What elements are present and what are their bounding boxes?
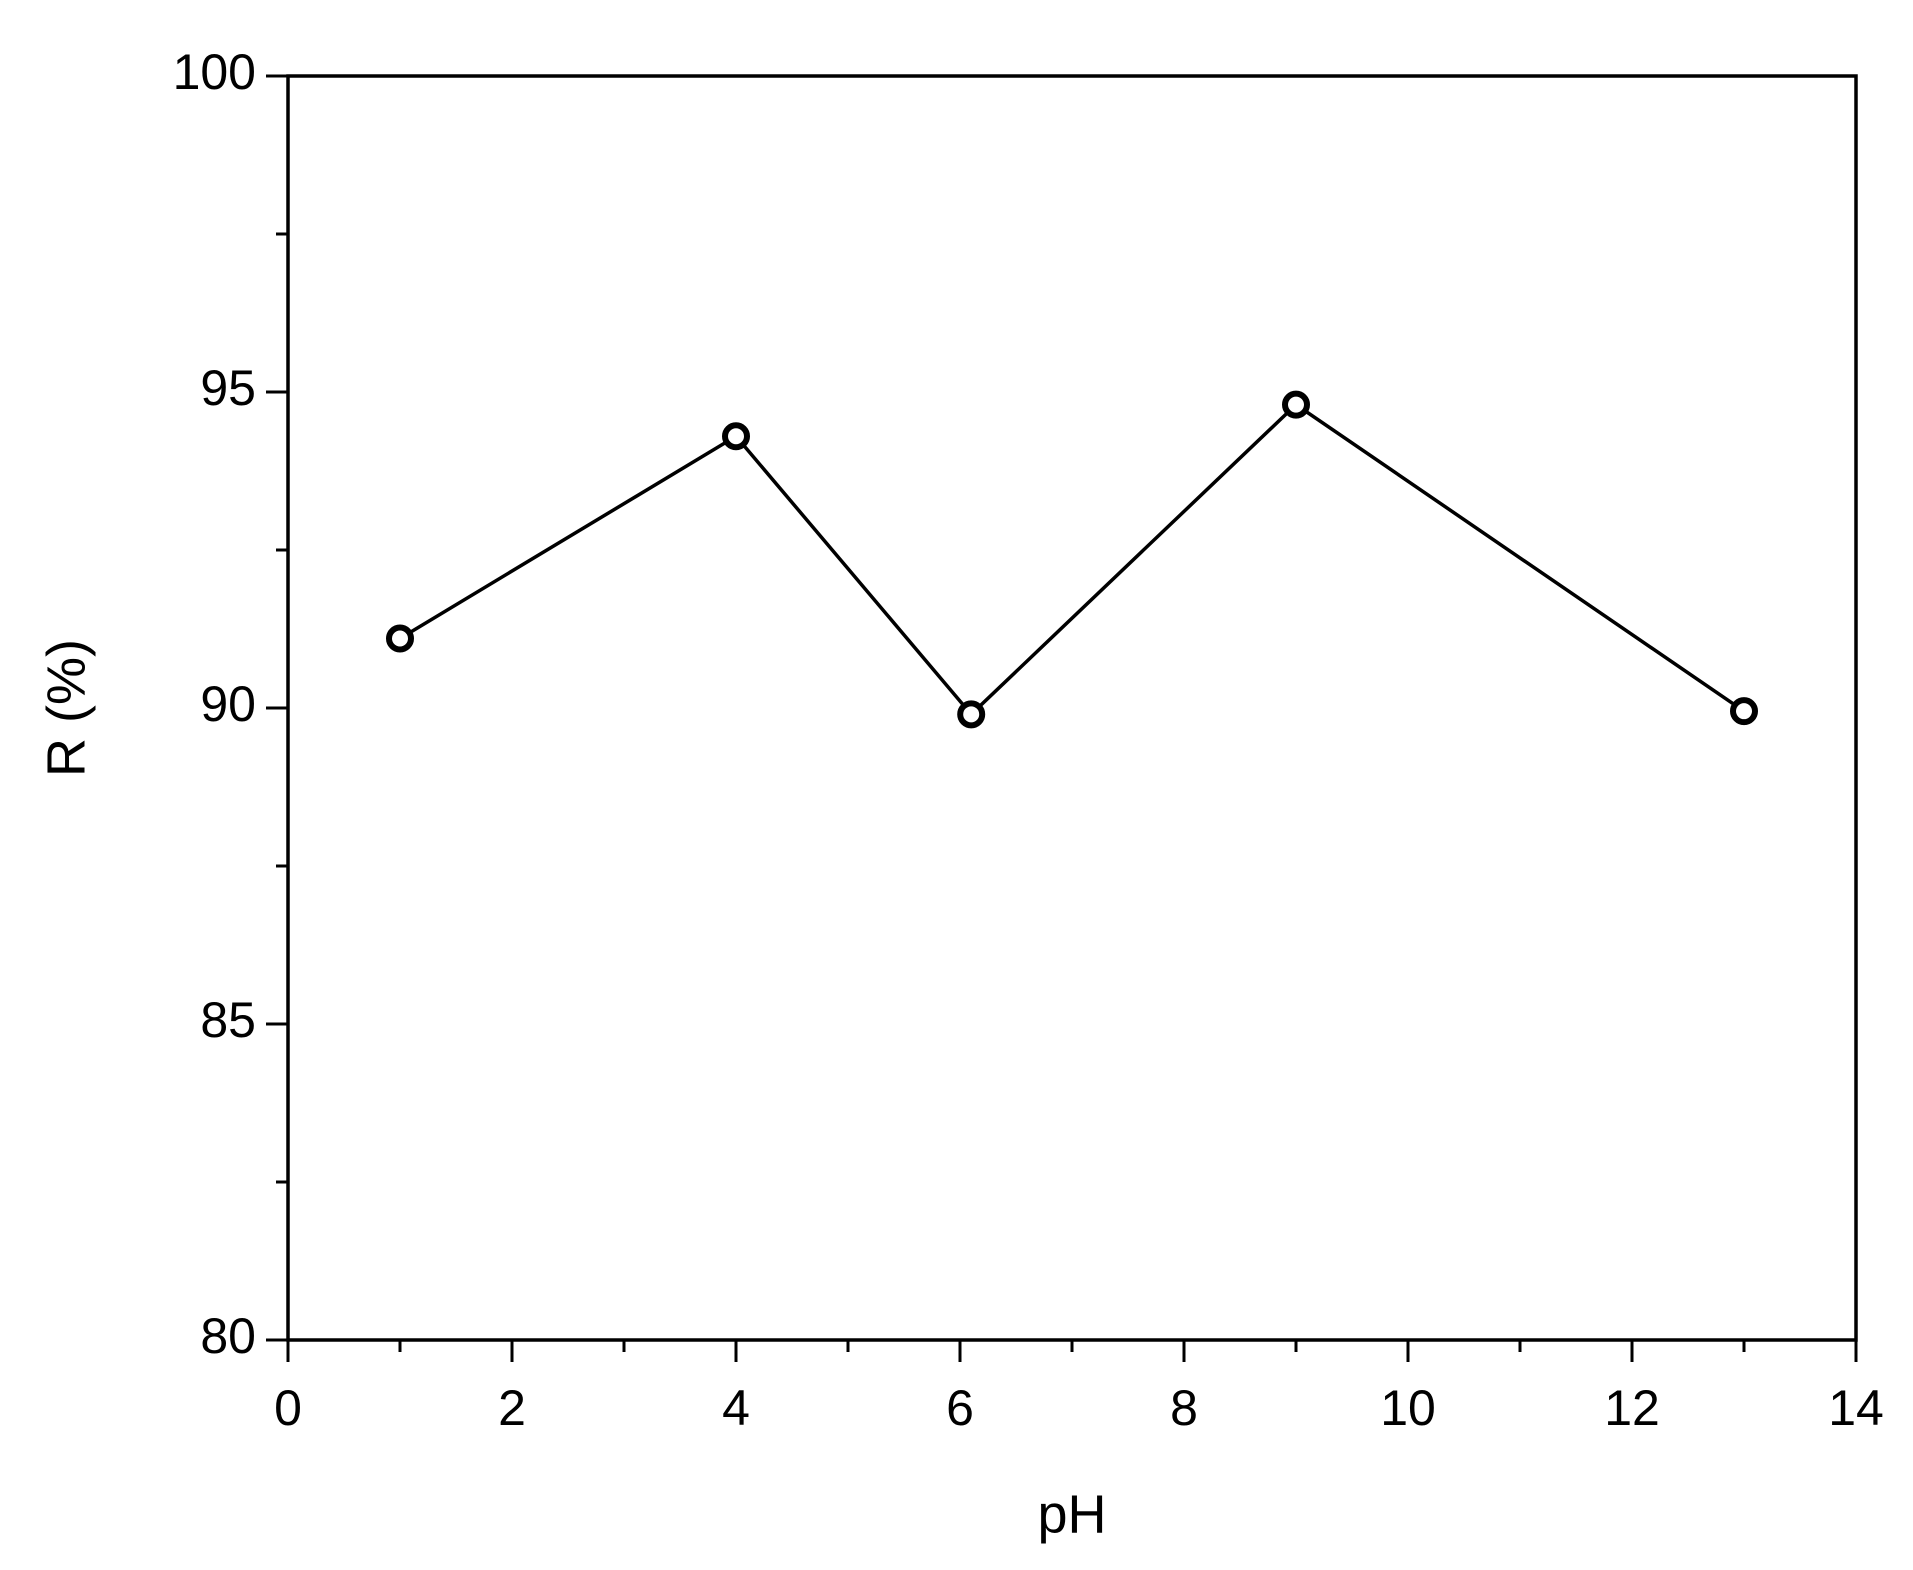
x-tick-label: 2: [498, 1380, 526, 1436]
x-tick-label: 10: [1380, 1380, 1436, 1436]
marker: [386, 624, 414, 653]
y-tick-label: 85: [200, 992, 256, 1048]
y-tick-label: 90: [200, 676, 256, 732]
x-tick-label: 0: [274, 1380, 302, 1436]
x-tick-label: 12: [1604, 1380, 1660, 1436]
y-tick-label: 80: [200, 1308, 256, 1364]
x-tick-label: 14: [1828, 1380, 1884, 1436]
y-axis-label: R (%): [36, 639, 96, 777]
marker: [957, 700, 986, 729]
x-tick-label: 4: [722, 1380, 750, 1436]
line: [399, 402, 1745, 717]
x-tick-label: 8: [1170, 1380, 1198, 1436]
x-axis-label: pH: [1037, 1484, 1106, 1544]
x-tick-label: 6: [946, 1380, 974, 1436]
marker: [722, 422, 750, 451]
y-tick-label: 95: [200, 360, 256, 416]
marker: [1282, 390, 1310, 419]
plot-frame: [286, 74, 1858, 1342]
marker: [1730, 697, 1758, 726]
y-tick-label: 100: [173, 44, 256, 100]
